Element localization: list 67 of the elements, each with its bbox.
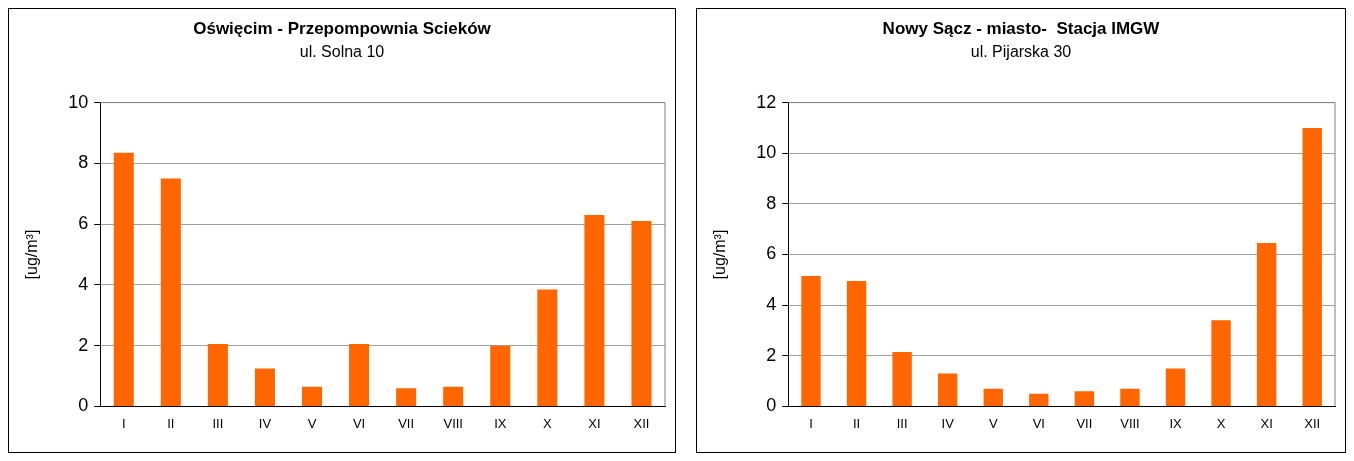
chart-title: Nowy Sącz - miasto- Stacja IMGW (882, 18, 1161, 38)
bar (537, 289, 558, 406)
x-tick-label: III (212, 415, 224, 431)
bar (207, 344, 228, 406)
bar (584, 215, 605, 406)
y-tick-label: 12 (756, 91, 777, 112)
bar (1302, 127, 1322, 406)
bar (801, 276, 821, 406)
bar (1029, 393, 1049, 406)
y-tick-label: 6 (766, 243, 777, 264)
chart-subtitle: ul. Solna 10 (299, 43, 385, 61)
y-tick-label: 0 (78, 395, 89, 416)
x-tick-label: V (988, 415, 998, 431)
bar (846, 281, 867, 406)
bar (892, 351, 912, 406)
x-tick-label: XII (633, 415, 650, 431)
y-tick-label: 8 (78, 152, 89, 173)
x-tick-label: I (809, 415, 813, 431)
bar (1211, 320, 1231, 406)
bar (1165, 368, 1186, 406)
bar (631, 221, 652, 406)
y-tick-label: 10 (68, 91, 89, 112)
bar (396, 388, 417, 406)
bar (349, 344, 370, 406)
bar (490, 345, 511, 406)
x-tick-label: VI (352, 415, 366, 431)
y-tick-label: 2 (766, 344, 777, 365)
x-tick-label: II (852, 415, 861, 431)
x-tick-label: X (543, 415, 552, 431)
x-tick-label: IV (258, 415, 272, 431)
x-tick-label: V (307, 415, 317, 431)
x-tick-label: IX (494, 415, 507, 431)
y-tick-label: 4 (78, 273, 89, 294)
x-tick-label: XI (1260, 415, 1273, 431)
y-axis-title: [ug/m³] (711, 229, 729, 280)
bar (302, 386, 323, 406)
x-tick-label: XI (588, 415, 601, 431)
x-tick-label: VI (1032, 415, 1045, 431)
chart-subtitle: ul. Pijarska 30 (970, 43, 1072, 61)
y-axis-title: [ug/m³] (23, 229, 41, 280)
y-tick-label: 4 (766, 294, 777, 315)
y-tick-label: 10 (756, 142, 777, 163)
x-tick-label: III (896, 415, 908, 431)
bar (443, 386, 464, 406)
x-tick-label: I (121, 415, 126, 431)
x-tick-label: IV (941, 415, 955, 431)
x-tick-label: II (167, 415, 175, 431)
y-tick-label: 8 (766, 192, 777, 213)
bar (983, 388, 1003, 406)
x-tick-label: VIII (1120, 415, 1140, 431)
bar (1120, 388, 1140, 406)
x-tick-label: VII (1076, 415, 1093, 431)
x-tick-label: X (1216, 415, 1226, 431)
bar (1074, 391, 1095, 406)
bar (938, 373, 958, 406)
bar (254, 368, 275, 406)
x-tick-label: VIII (443, 415, 463, 431)
y-tick-label: 6 (78, 213, 89, 234)
bar (1256, 243, 1277, 406)
x-tick-label: XII (1304, 415, 1321, 431)
y-tick-label: 0 (766, 395, 777, 416)
bar (113, 152, 134, 406)
chart-title: Oświęcim - Przepompownia Scieków (193, 18, 492, 38)
y-tick-label: 2 (78, 334, 89, 355)
bar (160, 178, 181, 406)
x-tick-label: VII (398, 415, 415, 431)
x-tick-label: IX (1169, 415, 1182, 431)
